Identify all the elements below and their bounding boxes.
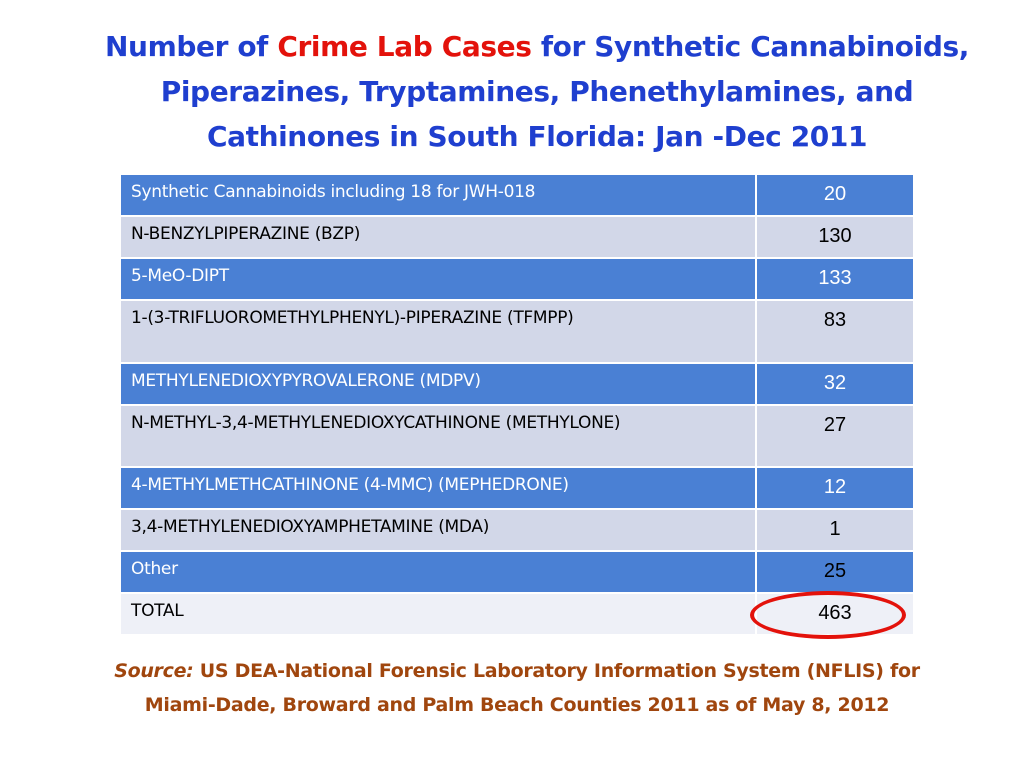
row-value: 25: [755, 550, 915, 594]
row-label: 3,4-METHYLENEDIOXYAMPHETAMINE (MDA): [119, 508, 757, 552]
row-label: 4-METHYLMETHCATHINONE (4-MMC) (MEPHEDRON…: [119, 466, 757, 510]
title-line-2: Piperazines, Tryptamines, Phenethylamine…: [160, 75, 914, 108]
row-label: Other: [119, 550, 757, 594]
cases-table: Synthetic Cannabinoids including 18 for …: [119, 173, 915, 636]
source-label: Source:: [114, 660, 194, 682]
row-value: 32: [755, 362, 915, 406]
total-label: TOTAL: [119, 592, 757, 636]
row-value: 27: [755, 404, 915, 468]
table-row: 5-MeO-DIPT 133: [119, 257, 915, 301]
table-row-total: TOTAL 463: [119, 592, 915, 636]
slide-title: Number of Crime Lab Cases for Synthetic …: [40, 24, 1024, 159]
source-line-2: Miami-Dade, Broward and Palm Beach Count…: [144, 694, 890, 716]
row-value: 1: [755, 508, 915, 552]
table-row: N-METHYL-3,4-METHYLENEDIOXYCATHINONE (ME…: [119, 404, 915, 468]
table-row: 4-METHYLMETHCATHINONE (4-MMC) (MEPHEDRON…: [119, 466, 915, 510]
total-value: 463: [755, 592, 915, 636]
table-row: 3,4-METHYLENEDIOXYAMPHETAMINE (MDA) 1: [119, 508, 915, 552]
row-value: 83: [755, 299, 915, 364]
row-label: Synthetic Cannabinoids including 18 for …: [119, 173, 757, 217]
row-value: 12: [755, 466, 915, 510]
title-highlight: Crime Lab Cases: [277, 30, 532, 63]
table-row: 1-(3-TRIFLUOROMETHYLPHENYL)-PIPERAZINE (…: [119, 299, 915, 364]
title-line-3: Cathinones in South Florida: Jan -Dec 20…: [206, 120, 868, 153]
title-text-end: for Synthetic Cannabinoids,: [531, 30, 970, 63]
table-row: Synthetic Cannabinoids including 18 for …: [119, 173, 915, 217]
row-value: 130: [755, 215, 915, 259]
row-label: 1-(3-TRIFLUOROMETHYLPHENYL)-PIPERAZINE (…: [119, 299, 757, 364]
row-value: 20: [755, 173, 915, 217]
row-label: N-BENZYLPIPERAZINE (BZP): [119, 215, 757, 259]
table-row: METHYLENEDIOXYPYROVALERONE (MDPV) 32: [119, 362, 915, 406]
row-label: 5-MeO-DIPT: [119, 257, 757, 301]
row-value: 133: [755, 257, 915, 301]
source-line-1: US DEA-National Forensic Laboratory Info…: [193, 660, 920, 682]
title-text-start: Number of: [105, 30, 278, 63]
source-note: Source: US DEA-National Forensic Laborat…: [50, 654, 984, 722]
table-row: N-BENZYLPIPERAZINE (BZP) 130: [119, 215, 915, 259]
table-row: Other 25: [119, 550, 915, 594]
row-label: METHYLENEDIOXYPYROVALERONE (MDPV): [119, 362, 757, 406]
row-label: N-METHYL-3,4-METHYLENEDIOXYCATHINONE (ME…: [119, 404, 757, 468]
